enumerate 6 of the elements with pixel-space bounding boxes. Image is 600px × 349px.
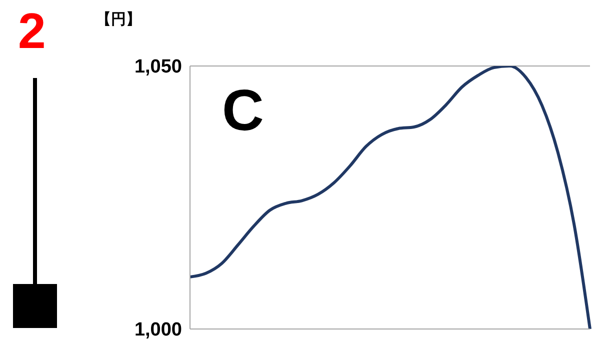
line-series xyxy=(188,66,592,329)
y-axis-title: 【円】 xyxy=(96,10,141,29)
y-tick-label: 1,000 xyxy=(134,320,182,341)
text: 2 xyxy=(18,3,46,59)
y-tick-label: 1,050 xyxy=(134,56,182,78)
annotation: C xyxy=(222,78,264,143)
